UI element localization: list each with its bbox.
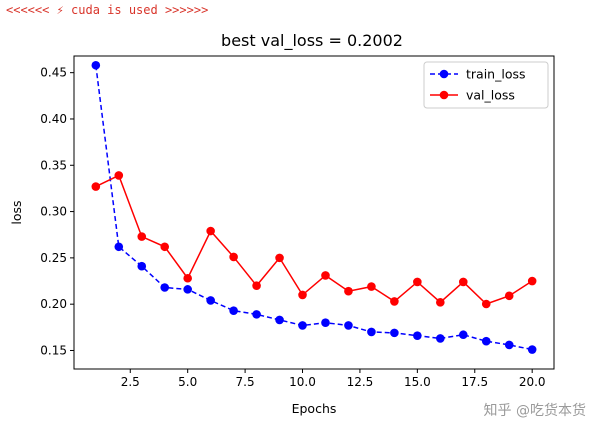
y-tick-label: 0.25 bbox=[40, 251, 67, 265]
plot-frame bbox=[73, 55, 555, 370]
x-tick-label: 5.0 bbox=[178, 375, 197, 389]
train_loss-point bbox=[321, 318, 330, 327]
val_loss-point bbox=[481, 299, 491, 309]
val_loss-point bbox=[252, 281, 261, 290]
train_loss-point bbox=[436, 334, 445, 343]
val_loss-point bbox=[390, 297, 399, 306]
y-axis-label: loss bbox=[9, 200, 24, 224]
cuda-status-line: <<<<<< ⚡ cuda is used >>>>>> bbox=[6, 3, 209, 17]
val_loss-point bbox=[114, 171, 124, 180]
val_loss-point bbox=[91, 182, 101, 191]
val_loss-point bbox=[504, 291, 514, 301]
val_loss-point bbox=[137, 232, 147, 241]
y-tick-label: 0.30 bbox=[40, 205, 67, 219]
val_loss-line bbox=[95, 174, 533, 305]
x-tick-label: 17.5 bbox=[461, 375, 488, 389]
train_loss-point bbox=[183, 285, 192, 294]
train_loss-point bbox=[344, 321, 353, 330]
series-layer bbox=[91, 60, 537, 354]
y-tick-label: 0.45 bbox=[40, 66, 67, 80]
val_loss-point bbox=[183, 273, 192, 283]
train_loss-point bbox=[137, 261, 147, 271]
train_loss-point bbox=[413, 331, 422, 340]
x-tick-label: 10.0 bbox=[289, 375, 316, 389]
train_loss-point bbox=[229, 306, 238, 315]
val_loss-point bbox=[206, 226, 215, 236]
val_loss-point bbox=[367, 282, 376, 291]
train_loss-legend-label: train_loss bbox=[466, 67, 526, 82]
train_loss-point bbox=[481, 336, 491, 346]
train_loss-legend-marker bbox=[439, 69, 449, 79]
val_loss-point bbox=[275, 253, 284, 263]
x-tick-label: 20.0 bbox=[519, 375, 546, 389]
train_loss-point bbox=[527, 345, 537, 354]
x-tick-label: 2.5 bbox=[121, 375, 140, 389]
train_loss-point bbox=[458, 330, 468, 340]
val_loss-point bbox=[527, 276, 537, 286]
x-tick-label: 7.5 bbox=[236, 375, 255, 389]
train_loss-point bbox=[390, 328, 399, 338]
y-tick-label: 0.35 bbox=[40, 158, 67, 172]
train_loss-point bbox=[114, 242, 124, 252]
train_loss-point bbox=[160, 283, 170, 292]
y-axis-ticks: 0.15 0.20 0.25 0.30 0.35 0.40 0.45 bbox=[40, 66, 74, 357]
val_loss-legend-label: val_loss bbox=[466, 88, 515, 103]
val_loss-point bbox=[436, 298, 445, 307]
x-tick-label: 15.0 bbox=[404, 375, 431, 389]
val_loss-point bbox=[298, 290, 307, 300]
val_loss-point bbox=[413, 277, 422, 287]
val_loss-point bbox=[229, 252, 238, 262]
val_loss-point bbox=[458, 277, 468, 287]
x-axis-label: Epochs bbox=[292, 401, 337, 416]
val_loss-point bbox=[321, 271, 330, 280]
watermark: 知乎 @吃货本货 bbox=[483, 403, 586, 419]
val_loss-point bbox=[160, 242, 170, 252]
x-axis-ticks: 2.5 5.0 7.5 10.0 12.5 15.0 17.5 20.0 bbox=[121, 369, 546, 389]
y-tick-label: 0.15 bbox=[40, 343, 67, 357]
y-tick-label: 0.40 bbox=[40, 112, 67, 126]
train_loss-point bbox=[206, 296, 215, 305]
x-tick-label: 12.5 bbox=[347, 375, 374, 389]
train_loss-point bbox=[298, 321, 307, 330]
train_loss-point bbox=[252, 310, 261, 319]
train_loss-point bbox=[504, 340, 514, 350]
legend: train_loss val_loss bbox=[423, 61, 549, 109]
y-tick-label: 0.20 bbox=[40, 297, 67, 311]
train_loss-point bbox=[367, 327, 376, 337]
val_loss-point bbox=[344, 286, 353, 296]
chart-title: best val_loss = 0.2002 bbox=[221, 31, 403, 51]
train_loss-point bbox=[275, 315, 284, 325]
val_loss-legend-marker bbox=[439, 90, 449, 100]
train_loss-point bbox=[91, 60, 101, 70]
